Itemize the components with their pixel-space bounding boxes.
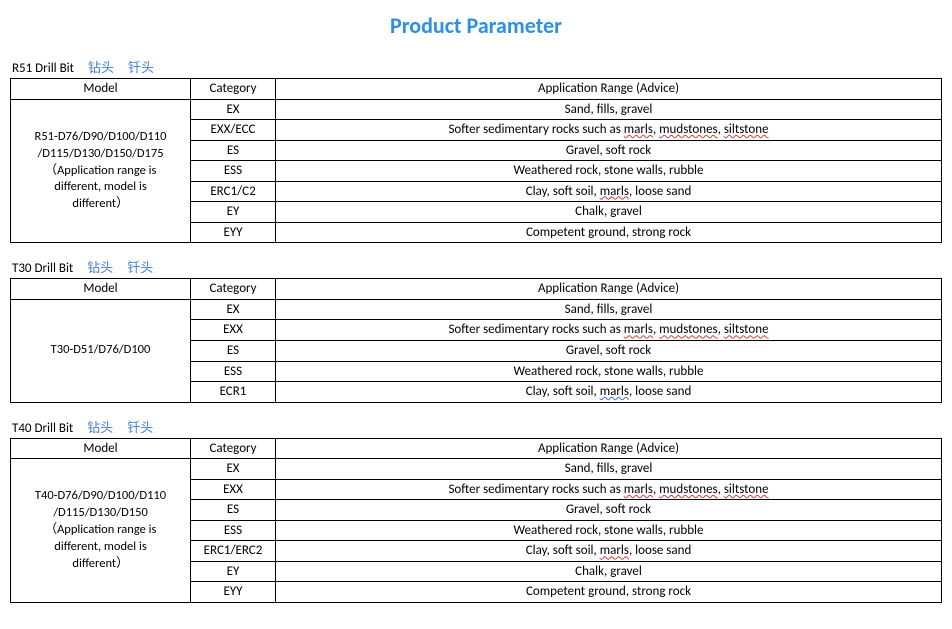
section-heading-cn-2: 钎头 <box>127 421 153 436</box>
col-model: Model <box>11 438 191 459</box>
table-r51: ModelCategoryApplication Range (Advice)R… <box>10 78 942 243</box>
range-cell: Chalk, gravel <box>276 202 942 223</box>
category-cell: EXX <box>191 479 276 500</box>
table-t40: ModelCategoryApplication Range (Advice)T… <box>10 438 942 603</box>
range-cell: Sand, fills, gravel <box>276 459 942 480</box>
col-model: Model <box>11 79 191 100</box>
model-cell: T40-D76/D90/D100/D110/D115/D130/D150（App… <box>11 459 191 603</box>
section-t30: T30 Drill Bit 钻头钎头 ModelCategoryApplicatio… <box>10 257 942 402</box>
section-heading: T40 Drill Bit 钻头钎头 <box>10 417 942 436</box>
range-cell: Clay, soft soil, marls, loose sand <box>276 382 942 403</box>
section-heading-text: T40 Drill Bit <box>12 421 73 436</box>
category-cell: EY <box>191 561 276 582</box>
section-heading-cn-1: 钻头 <box>87 421 113 436</box>
model-cell: R51-D76/D90/D100/D110/D115/D130/D150/D17… <box>11 99 191 243</box>
category-cell: ERC1/C2 <box>191 181 276 202</box>
category-cell: EY <box>191 202 276 223</box>
range-cell: Chalk, gravel <box>276 561 942 582</box>
section-heading: T30 Drill Bit 钻头钎头 <box>10 257 942 276</box>
section-r51: R51 Drill Bit 钻头钎头 ModelCategoryApplicatio… <box>10 57 942 243</box>
table-header-row: ModelCategoryApplication Range (Advice) <box>11 79 942 100</box>
col-range: Application Range (Advice) <box>276 279 942 300</box>
range-cell: Gravel, soft rock <box>276 341 942 362</box>
section-heading-text: R51 Drill Bit <box>12 61 74 76</box>
table-t30: ModelCategoryApplication Range (Advice)T… <box>10 278 942 402</box>
range-cell: Clay, soft soil, marls, loose sand <box>276 541 942 562</box>
table-row: T30-D51/D76/D100EXSand, fills, gravel <box>11 299 942 320</box>
table-row: T40-D76/D90/D100/D110/D115/D130/D150（App… <box>11 459 942 480</box>
category-cell: ES <box>191 500 276 521</box>
col-category: Category <box>191 438 276 459</box>
category-cell: ESS <box>191 520 276 541</box>
col-range: Application Range (Advice) <box>276 79 942 100</box>
range-cell: Weathered rock, stone walls, rubble <box>276 361 942 382</box>
section-heading-cn-1: 钻头 <box>87 261 113 276</box>
category-cell: ESS <box>191 161 276 182</box>
section-heading-cn-1: 钻头 <box>88 61 114 76</box>
col-range: Application Range (Advice) <box>276 438 942 459</box>
table-header-row: ModelCategoryApplication Range (Advice) <box>11 279 942 300</box>
range-cell: Weathered rock, stone walls, rubble <box>276 520 942 541</box>
category-cell: EX <box>191 299 276 320</box>
category-cell: ES <box>191 341 276 362</box>
category-cell: ERC1/ERC2 <box>191 541 276 562</box>
section-heading-cn-2: 钎头 <box>127 261 153 276</box>
col-category: Category <box>191 279 276 300</box>
category-cell: EXX <box>191 320 276 341</box>
section-heading-cn-2: 钎头 <box>128 61 154 76</box>
page-title: Product Parameter <box>10 12 942 39</box>
range-cell: Gravel, soft rock <box>276 140 942 161</box>
col-model: Model <box>11 279 191 300</box>
category-cell: EX <box>191 99 276 120</box>
range-cell: Weathered rock, stone walls, rubble <box>276 161 942 182</box>
table-row: R51-D76/D90/D100/D110/D115/D130/D150/D17… <box>11 99 942 120</box>
range-cell: Softer sedimentary rocks such as marls, … <box>276 479 942 500</box>
range-cell: Gravel, soft rock <box>276 500 942 521</box>
range-cell: Clay, soft soil, marls, loose sand <box>276 181 942 202</box>
category-cell: ES <box>191 140 276 161</box>
range-cell: Competent ground, strong rock <box>276 222 942 243</box>
table-header-row: ModelCategoryApplication Range (Advice) <box>11 438 942 459</box>
range-cell: Sand, fills, gravel <box>276 299 942 320</box>
category-cell: ECR1 <box>191 382 276 403</box>
range-cell: Softer sedimentary rocks such as marls, … <box>276 320 942 341</box>
category-cell: EYY <box>191 582 276 603</box>
range-cell: Competent ground, strong rock <box>276 582 942 603</box>
category-cell: EXX/ECC <box>191 120 276 141</box>
section-t40: T40 Drill Bit 钻头钎头 ModelCategoryApplicatio… <box>10 417 942 603</box>
category-cell: ESS <box>191 361 276 382</box>
section-heading: R51 Drill Bit 钻头钎头 <box>10 57 942 76</box>
category-cell: EYY <box>191 222 276 243</box>
section-heading-text: T30 Drill Bit <box>12 261 73 276</box>
range-cell: Sand, fills, gravel <box>276 99 942 120</box>
range-cell: Softer sedimentary rocks such as marls, … <box>276 120 942 141</box>
col-category: Category <box>191 79 276 100</box>
model-cell: T30-D51/D76/D100 <box>11 299 191 402</box>
category-cell: EX <box>191 459 276 480</box>
